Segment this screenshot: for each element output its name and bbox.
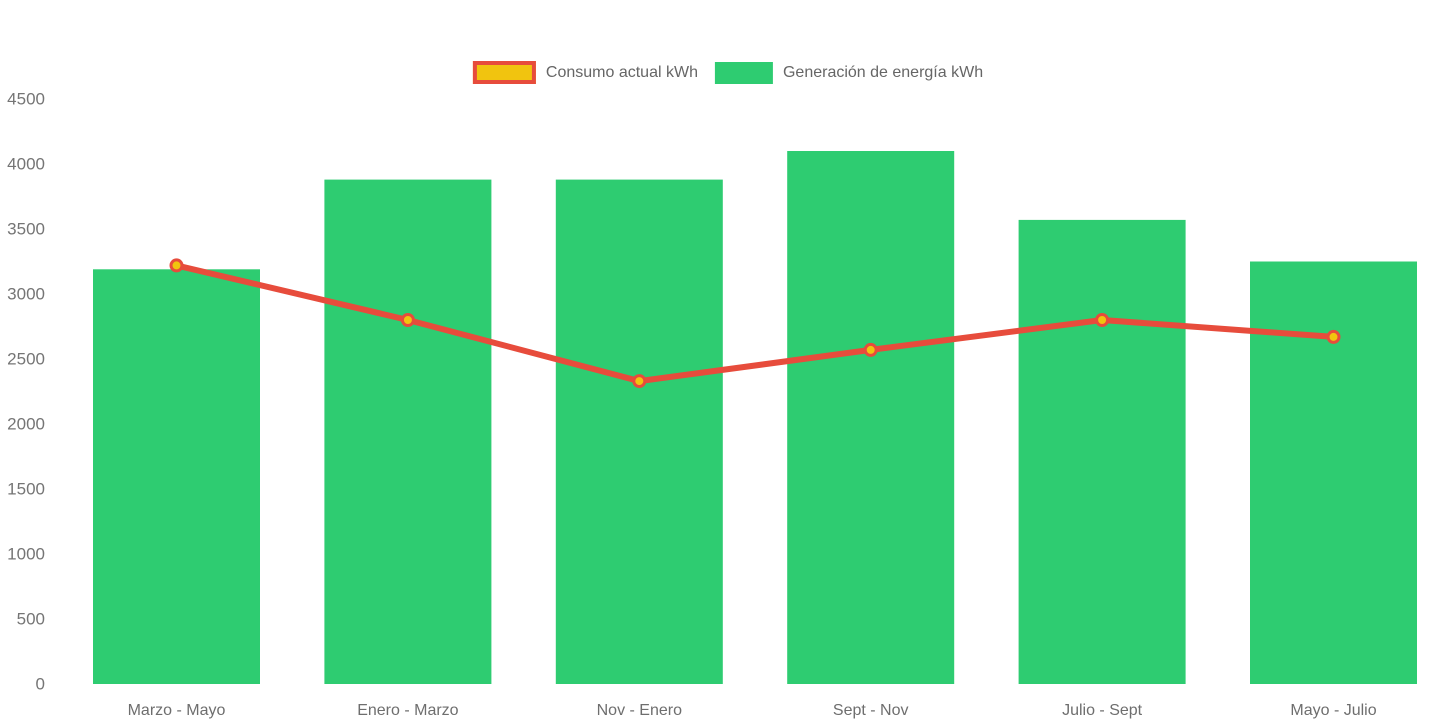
consumo-actual-point[interactable]: [632, 374, 647, 389]
bar-generacion-energia[interactable]: [787, 151, 955, 684]
y-axis-tick-label: 2000: [7, 415, 45, 434]
y-axis-tick-label: 0: [36, 675, 45, 694]
y-axis-tick-label: 3000: [7, 285, 45, 304]
consumo-actual-point[interactable]: [400, 313, 415, 327]
bar-generacion-energia[interactable]: [1250, 261, 1417, 685]
legend-item-generacion-energia[interactable]: Generación de energía kWh: [714, 61, 984, 84]
y-axis-tick-label: 1500: [7, 480, 45, 499]
consumo-actual-point[interactable]: [169, 258, 184, 273]
y-axis-tick-label: 500: [17, 610, 45, 629]
x-axis-category-label: Enero - Marzo: [357, 702, 458, 719]
x-axis-category-label: Mayo - Julio: [1290, 702, 1376, 719]
generacion-energia-swatch-icon: [714, 61, 773, 84]
bar-generacion-energia[interactable]: [93, 269, 260, 684]
bar-generacion-energia[interactable]: [1018, 219, 1186, 684]
chart-legend: Consumo actual kWh Generación de energía…: [472, 61, 984, 84]
x-axis-category-label: Marzo - Mayo: [128, 702, 226, 719]
legend-label-consumo-actual: Consumo actual kWh: [545, 63, 698, 81]
consumo-actual-line: [175, 262, 1334, 385]
x-axis-category-label: Julio - Sept: [1062, 702, 1143, 719]
y-axis-tick-label: 1000: [7, 545, 45, 564]
y-axis-tick-label: 3500: [7, 220, 45, 239]
legend-label-generacion-energia: Generación de energía kWh: [782, 63, 984, 81]
bar-generacion-energia[interactable]: [324, 179, 492, 684]
x-axis-category-label: Nov - Enero: [597, 702, 682, 719]
consumo-actual-swatch-icon: [472, 61, 536, 84]
consumo-actual-point[interactable]: [863, 342, 878, 357]
consumo-actual-point[interactable]: [1095, 313, 1110, 327]
legend-item-consumo-actual[interactable]: Consumo actual kWh: [472, 61, 698, 84]
consumo-actual-point[interactable]: [1326, 329, 1341, 344]
bar-generacion-energia[interactable]: [555, 179, 723, 684]
y-axis-tick-label: 2500: [7, 350, 45, 369]
y-axis-tick-label: 4500: [7, 90, 45, 109]
x-axis-category-label: Sept - Nov: [833, 702, 909, 719]
y-axis-tick-label: 4000: [7, 155, 45, 174]
